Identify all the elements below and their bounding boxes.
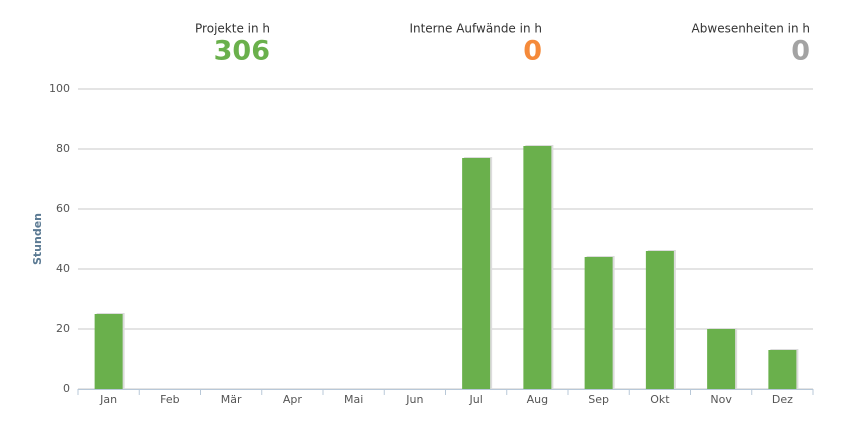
summary-label: Abwesenheiten in h <box>692 22 810 36</box>
x-tick-label: Aug <box>527 393 548 406</box>
summary-value: 0 <box>523 36 542 67</box>
y-tick-label: 40 <box>56 262 70 275</box>
bar <box>768 350 797 389</box>
x-tick-label: Jun <box>405 393 423 406</box>
x-tick-label: Jul <box>468 393 482 406</box>
bar <box>523 146 552 389</box>
x-tick-label: Sep <box>588 393 609 406</box>
x-tick-label: Apr <box>283 393 303 406</box>
summary-value: 0 <box>791 36 810 67</box>
x-tick-label: Okt <box>650 393 670 406</box>
y-tick-label: 60 <box>56 202 70 215</box>
summary-label: Interne Aufwände in h <box>409 22 542 36</box>
x-tick-label: Feb <box>160 393 179 406</box>
bar <box>462 158 491 389</box>
summary-label: Projekte in h <box>195 22 270 36</box>
y-tick-label: 0 <box>63 382 70 395</box>
x-tick-label: Dez <box>772 393 793 406</box>
x-tick-label: Nov <box>710 393 732 406</box>
bar <box>645 251 674 389</box>
bar <box>707 329 736 389</box>
bar <box>94 314 123 389</box>
summary-value: 306 <box>214 36 270 67</box>
x-tick-label: Jan <box>99 393 117 406</box>
x-tick-label: Mai <box>344 393 363 406</box>
bar <box>584 257 613 389</box>
y-tick-label: 100 <box>49 82 70 95</box>
x-tick-label: Mär <box>221 393 242 406</box>
y-tick-label: 20 <box>56 322 70 335</box>
y-tick-label: 80 <box>56 142 70 155</box>
y-axis-label: Stunden <box>31 213 44 265</box>
